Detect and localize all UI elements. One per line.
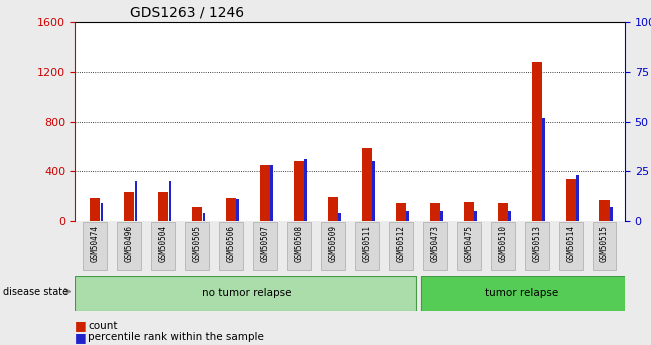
Bar	[610, 207, 613, 221]
FancyBboxPatch shape	[491, 222, 514, 270]
Bar	[135, 181, 137, 221]
Bar	[236, 199, 239, 221]
Text: GSM50508: GSM50508	[294, 225, 303, 262]
Text: GSM50515: GSM50515	[600, 225, 609, 262]
Bar	[169, 181, 171, 221]
Bar	[600, 200, 610, 221]
FancyBboxPatch shape	[559, 222, 583, 270]
Text: disease state: disease state	[3, 287, 68, 296]
Text: GSM50513: GSM50513	[532, 225, 541, 262]
FancyBboxPatch shape	[355, 222, 379, 270]
Text: GSM50505: GSM50505	[193, 225, 202, 262]
FancyBboxPatch shape	[457, 222, 480, 270]
Text: no tumor relapse: no tumor relapse	[202, 288, 292, 298]
Bar	[270, 165, 273, 221]
Bar	[508, 211, 511, 221]
FancyBboxPatch shape	[525, 222, 549, 270]
Text: ■: ■	[75, 331, 87, 344]
Bar	[532, 62, 542, 221]
FancyBboxPatch shape	[421, 276, 625, 310]
Text: GSM50474: GSM50474	[90, 225, 100, 262]
Bar	[339, 213, 341, 221]
Text: GSM50473: GSM50473	[430, 225, 439, 262]
FancyBboxPatch shape	[423, 222, 447, 270]
Bar	[260, 165, 270, 221]
Text: GSM50496: GSM50496	[125, 225, 133, 262]
Bar	[372, 161, 375, 221]
Bar	[90, 198, 100, 221]
FancyBboxPatch shape	[219, 222, 243, 270]
Bar	[328, 197, 338, 221]
Bar	[464, 202, 474, 221]
Bar	[566, 179, 575, 221]
Bar	[226, 198, 236, 221]
Bar	[406, 211, 409, 221]
Text: GSM50512: GSM50512	[396, 225, 406, 262]
Bar	[396, 204, 406, 221]
Bar	[294, 161, 304, 221]
Text: GSM50506: GSM50506	[227, 225, 236, 262]
FancyBboxPatch shape	[321, 222, 345, 270]
Bar	[158, 192, 168, 221]
Text: GSM50475: GSM50475	[464, 225, 473, 262]
Text: tumor relapse: tumor relapse	[485, 288, 559, 298]
FancyBboxPatch shape	[186, 222, 209, 270]
Bar	[542, 118, 545, 221]
Bar	[576, 175, 579, 221]
Bar	[124, 192, 134, 221]
Bar	[440, 211, 443, 221]
FancyBboxPatch shape	[75, 276, 416, 310]
Text: GSM50511: GSM50511	[363, 225, 371, 262]
Text: GSM50509: GSM50509	[329, 225, 337, 262]
Text: percentile rank within the sample: percentile rank within the sample	[88, 333, 264, 342]
FancyBboxPatch shape	[253, 222, 277, 270]
Text: GSM50504: GSM50504	[159, 225, 168, 262]
Text: GSM50510: GSM50510	[498, 225, 507, 262]
FancyBboxPatch shape	[592, 222, 616, 270]
Bar	[101, 203, 104, 221]
Text: GSM50507: GSM50507	[260, 225, 270, 262]
Bar	[202, 213, 205, 221]
FancyBboxPatch shape	[287, 222, 311, 270]
Text: ■: ■	[75, 319, 87, 333]
FancyBboxPatch shape	[83, 222, 107, 270]
Text: count: count	[88, 321, 117, 331]
Bar	[430, 204, 440, 221]
Bar	[305, 159, 307, 221]
Bar	[474, 211, 477, 221]
Bar	[497, 204, 508, 221]
Bar	[362, 148, 372, 221]
Text: GDS1263 / 1246: GDS1263 / 1246	[130, 5, 244, 19]
FancyBboxPatch shape	[151, 222, 175, 270]
Bar	[192, 207, 202, 221]
FancyBboxPatch shape	[117, 222, 141, 270]
Text: GSM50514: GSM50514	[566, 225, 575, 262]
FancyBboxPatch shape	[389, 222, 413, 270]
